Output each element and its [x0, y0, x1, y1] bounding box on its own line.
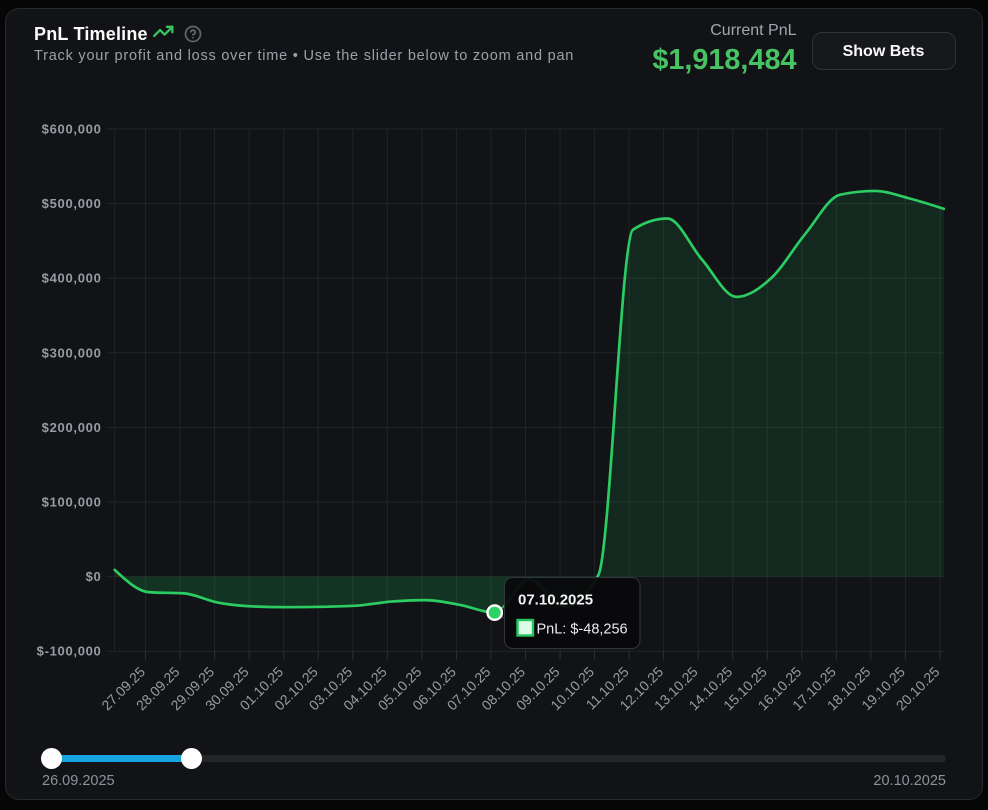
- svg-text:$600,000: $600,000: [42, 122, 102, 137]
- svg-text:$200,000: $200,000: [42, 420, 102, 435]
- svg-text:07.10.2025: 07.10.2025: [518, 592, 593, 609]
- svg-text:$300,000: $300,000: [42, 345, 102, 360]
- svg-text:$500,000: $500,000: [42, 196, 102, 211]
- svg-text:$100,000: $100,000: [42, 495, 102, 510]
- svg-text:$0: $0: [86, 569, 102, 584]
- svg-text:$-100,000: $-100,000: [37, 644, 102, 659]
- svg-text:PnL: $-48,256: PnL: $-48,256: [537, 622, 628, 638]
- svg-text:$400,000: $400,000: [42, 271, 102, 286]
